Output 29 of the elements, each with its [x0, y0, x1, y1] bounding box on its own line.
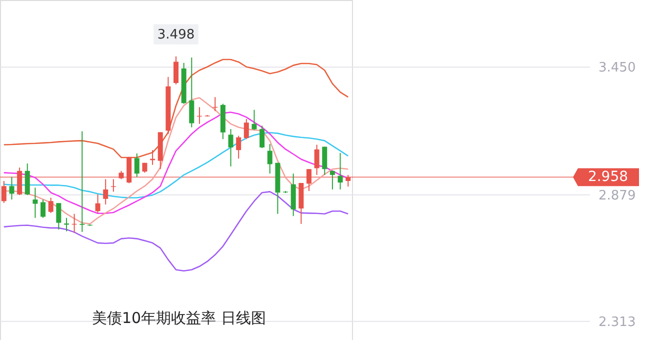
candlestick: [1, 180, 6, 204]
line-series: [3, 191, 349, 272]
candlestick: [80, 130, 85, 232]
candlestick: [322, 146, 328, 176]
candlestick: [40, 199, 46, 218]
candlestick: [244, 118, 249, 140]
candlestick: [189, 56, 194, 128]
candlestick: [24, 163, 30, 196]
candlestick: [9, 176, 14, 200]
candlestick: [32, 187, 38, 218]
y-tick-label: 2.879: [598, 188, 636, 204]
candlestick: [330, 170, 335, 190]
candlestick: [252, 109, 257, 130]
candlestick: [236, 135, 242, 160]
y-tick-label: 2.313: [598, 314, 636, 330]
candlestick: [64, 217, 69, 232]
y-tick-label: 3.450: [598, 60, 636, 76]
candlestick: [95, 194, 100, 214]
candlestick: [48, 197, 54, 214]
candlestick: [260, 125, 265, 149]
annotation: 3.498: [157, 27, 195, 42]
candlestick: [174, 56, 178, 85]
candlestick: [134, 152, 140, 178]
candlestick: [267, 144, 272, 174]
text: 美债10年期收益率 日线图: [92, 309, 266, 327]
candlestick: [228, 128, 234, 167]
candlestick: [56, 202, 62, 230]
candlestick: [338, 152, 343, 190]
ref-line-label: 2.958: [588, 169, 628, 186]
